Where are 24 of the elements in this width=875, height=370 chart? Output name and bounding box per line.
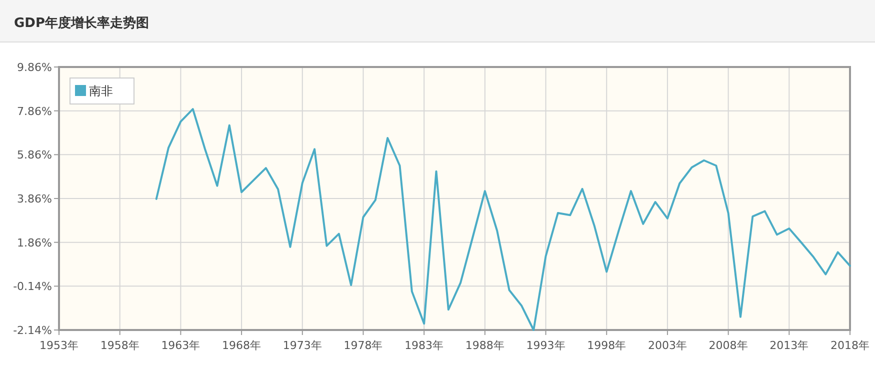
- x-tick-label: 2013年: [770, 339, 809, 352]
- x-tick-label: 1998年: [587, 339, 626, 352]
- x-tick-label: 1963年: [161, 339, 200, 352]
- line-series: [155, 108, 851, 331]
- y-tick-label: 9.86%: [17, 61, 52, 74]
- legend-label: 南非: [89, 84, 113, 98]
- x-tick-label: 1983年: [404, 339, 444, 352]
- x-tick-label: 1958年: [100, 339, 140, 352]
- y-tick-label: -0.14%: [13, 280, 52, 294]
- x-tick-label: 1973年: [282, 339, 322, 352]
- y-tick-label: -2.14%: [13, 324, 52, 337]
- x-tick-label: 1993年: [526, 339, 566, 352]
- x-tick-label: 2018年: [830, 339, 870, 352]
- x-tick-label: 1953年: [40, 339, 78, 352]
- chart-title: GDP年度增长率走势图: [14, 15, 149, 31]
- y-tick-label: 3.86%: [17, 192, 52, 206]
- y-tick-label: 7.86%: [17, 104, 52, 118]
- y-tick-label: 1.86%: [17, 236, 52, 250]
- x-tick-label: 1978年: [344, 339, 383, 352]
- x-tick-label: 2008年: [708, 339, 748, 352]
- x-tick-label: 1988年: [465, 339, 504, 352]
- x-tick-label: 2003年: [648, 339, 687, 352]
- y-tick-label: 5.86%: [17, 148, 52, 162]
- x-tick-label: 1968年: [222, 339, 262, 352]
